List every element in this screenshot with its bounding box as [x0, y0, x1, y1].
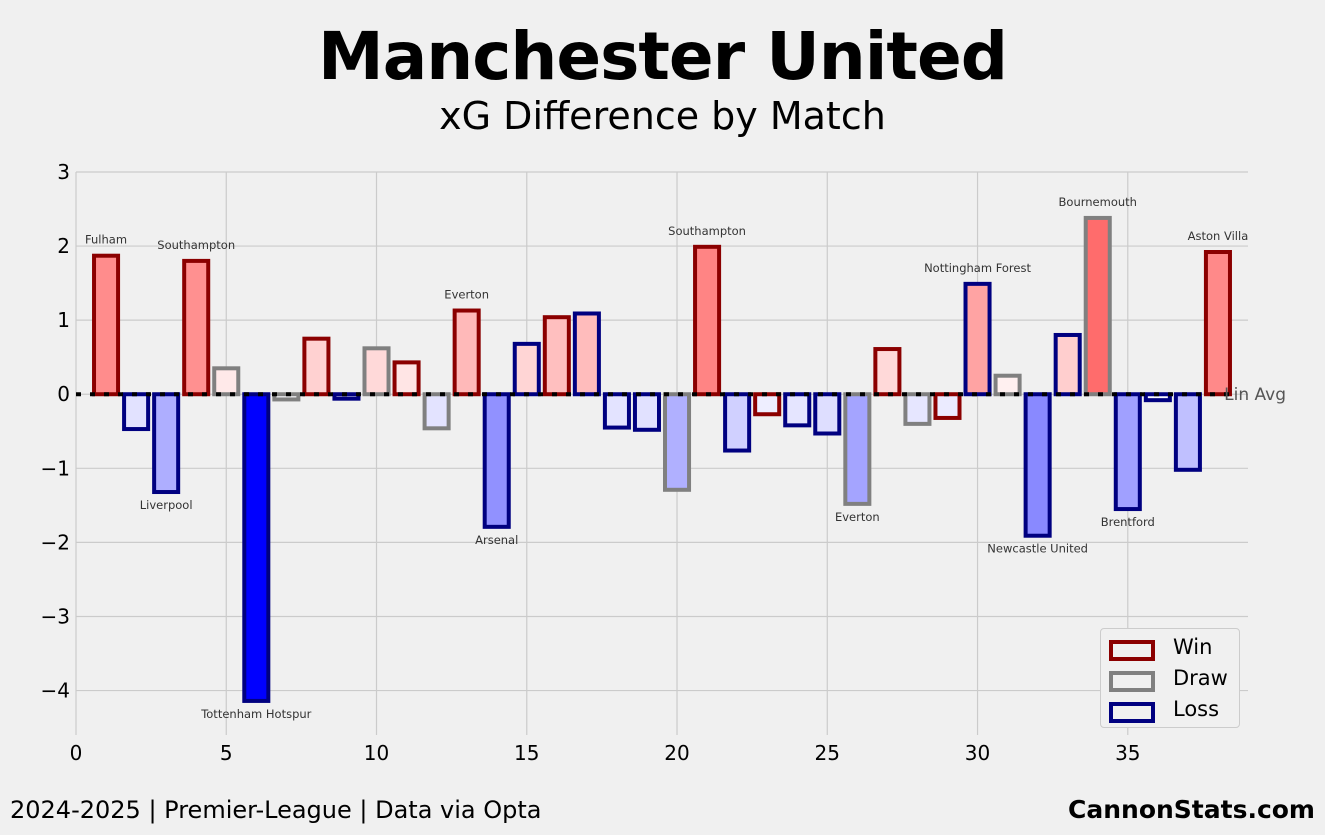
x-tick-label: 35: [1115, 741, 1140, 765]
y-tick-label: −4: [41, 679, 70, 703]
bar-match-18: [602, 392, 631, 430]
bar-match-12: [422, 392, 451, 431]
legend-label-draw: Draw: [1173, 666, 1228, 690]
bar-match-34: [1083, 215, 1112, 397]
x-tick-label: 15: [514, 741, 539, 765]
bar-annotation: Newcastle United: [987, 542, 1088, 556]
y-tick-label: −2: [41, 530, 70, 554]
bar-match-2: [122, 392, 151, 432]
bar-match-38: [1203, 250, 1232, 397]
footer-source: 2024-2025 | Premier-League | Data via Op…: [10, 796, 542, 824]
bar-match-22: [723, 392, 752, 453]
x-tick-label: 10: [364, 741, 389, 765]
y-tick-label: 2: [57, 234, 70, 258]
reference-line-label: Lin Avg: [1224, 385, 1286, 405]
bar-match-16: [542, 315, 571, 397]
bar-annotation: Arsenal: [475, 533, 518, 547]
bar-match-10: [362, 346, 391, 397]
bar-match-30: [963, 281, 992, 397]
bar-match-27: [873, 347, 902, 397]
x-tick-label: 20: [664, 741, 689, 765]
bar-annotation: Tottenham Hotspur: [200, 707, 311, 721]
bar-match-3: [152, 392, 181, 495]
bar-annotation: Nottingham Forest: [924, 261, 1031, 275]
bar-annotation: Everton: [444, 288, 489, 302]
bar-match-5: [212, 366, 241, 397]
bar-annotation: Brentford: [1101, 515, 1155, 529]
bar-match-37: [1173, 392, 1202, 472]
bar-match-29: [933, 392, 962, 420]
legend-swatch-win: [1109, 640, 1155, 661]
bar-match-17: [572, 311, 601, 397]
bar-match-33: [1053, 332, 1082, 397]
bar-annotation: Southampton: [157, 238, 235, 252]
y-tick-label: −1: [41, 456, 70, 480]
x-tick-label: 30: [965, 741, 990, 765]
bar-match-35: [1113, 392, 1142, 512]
legend-swatch-draw: [1109, 671, 1155, 692]
bar-match-28: [903, 392, 932, 426]
legend-swatch-loss: [1109, 702, 1155, 723]
y-tick-label: 3: [57, 160, 70, 184]
bar-match-19: [632, 392, 661, 432]
chart-subtitle: xG Difference by Match: [439, 94, 886, 138]
bar-match-11: [392, 360, 421, 397]
bar-match-15: [512, 341, 541, 397]
legend: Win Draw Loss: [1100, 628, 1240, 728]
bar-annotation: Everton: [835, 510, 880, 524]
bar-annotation: Aston Villa: [1188, 229, 1249, 243]
legend-label-loss: Loss: [1173, 697, 1220, 721]
bar-match-23: [753, 392, 782, 417]
y-tick-label: 0: [57, 382, 70, 406]
bar-match-31: [993, 373, 1022, 397]
bar-annotation: Bournemouth: [1059, 195, 1137, 209]
bar-match-32: [1023, 392, 1052, 538]
bar-match-14: [482, 392, 511, 529]
bar-match-8: [302, 336, 331, 397]
legend-label-win: Win: [1173, 635, 1213, 659]
x-tick-label: 25: [815, 741, 840, 765]
bar-match-20: [663, 392, 692, 492]
bar-match-24: [783, 392, 812, 428]
bar-annotation: Liverpool: [140, 498, 193, 512]
bar-annotation: Fulham: [85, 233, 127, 247]
chart-title: Manchester United: [318, 18, 1008, 95]
bar-match-13: [452, 308, 481, 397]
y-tick-label: −3: [41, 604, 70, 628]
bar-match-6: [242, 392, 271, 703]
bar-match-26: [843, 392, 872, 506]
x-tick-label: 5: [220, 741, 233, 765]
bar-match-21: [693, 244, 722, 397]
bar-match-1: [92, 253, 121, 397]
y-tick-label: 1: [57, 308, 70, 332]
footer-brand: CannonStats.com: [1068, 795, 1315, 824]
bar-match-25: [813, 392, 842, 436]
bar-match-4: [182, 258, 211, 397]
x-tick-label: 0: [70, 741, 83, 765]
bar-annotation: Southampton: [668, 224, 746, 238]
